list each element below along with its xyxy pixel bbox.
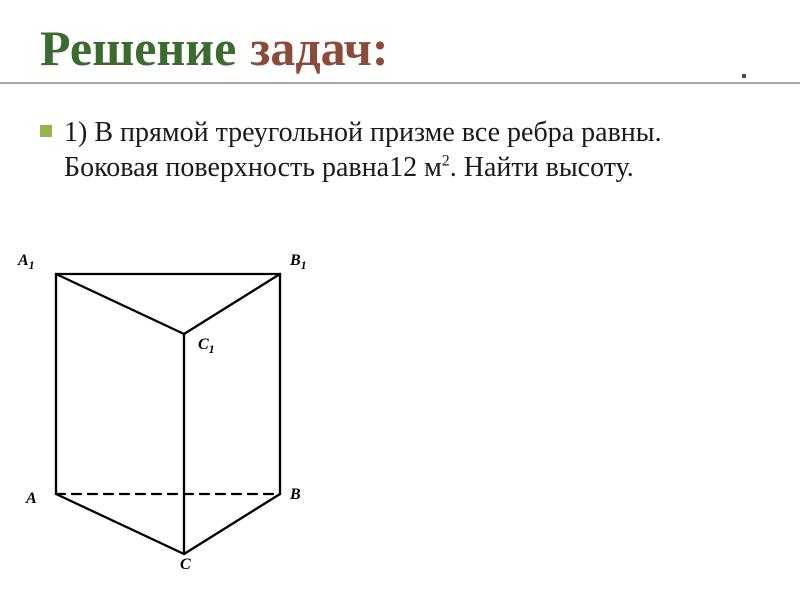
problem-suffix: . Найти высоту. xyxy=(450,152,634,183)
title-word-1: Решение xyxy=(40,20,236,76)
decorative-dot xyxy=(742,74,746,78)
prism-figure xyxy=(36,244,316,564)
slide-title: Решениезадач: xyxy=(40,22,389,75)
body: 1) В прямой треугольной призме все ребра… xyxy=(40,115,760,187)
label-C1: C1 xyxy=(198,336,215,357)
label-A1: A1 xyxy=(18,252,35,273)
slide: Решениезадач: 1) В прямой треугольной пр… xyxy=(0,0,800,600)
label-A: A xyxy=(26,490,37,508)
prism-svg xyxy=(36,244,316,564)
title-underline xyxy=(0,82,800,84)
label-B: B xyxy=(290,486,301,504)
title-word-2: задач: xyxy=(250,20,388,76)
label-C: C xyxy=(180,556,191,574)
bullet-icon xyxy=(40,125,52,137)
bullet-row: 1) В прямой треугольной призме все ребра… xyxy=(40,115,760,187)
problem-sup: 2 xyxy=(442,153,450,170)
problem-text: 1) В прямой треугольной призме все ребра… xyxy=(64,115,760,187)
title-row: Решениезадач: xyxy=(40,22,760,75)
label-B1: B1 xyxy=(290,252,307,273)
